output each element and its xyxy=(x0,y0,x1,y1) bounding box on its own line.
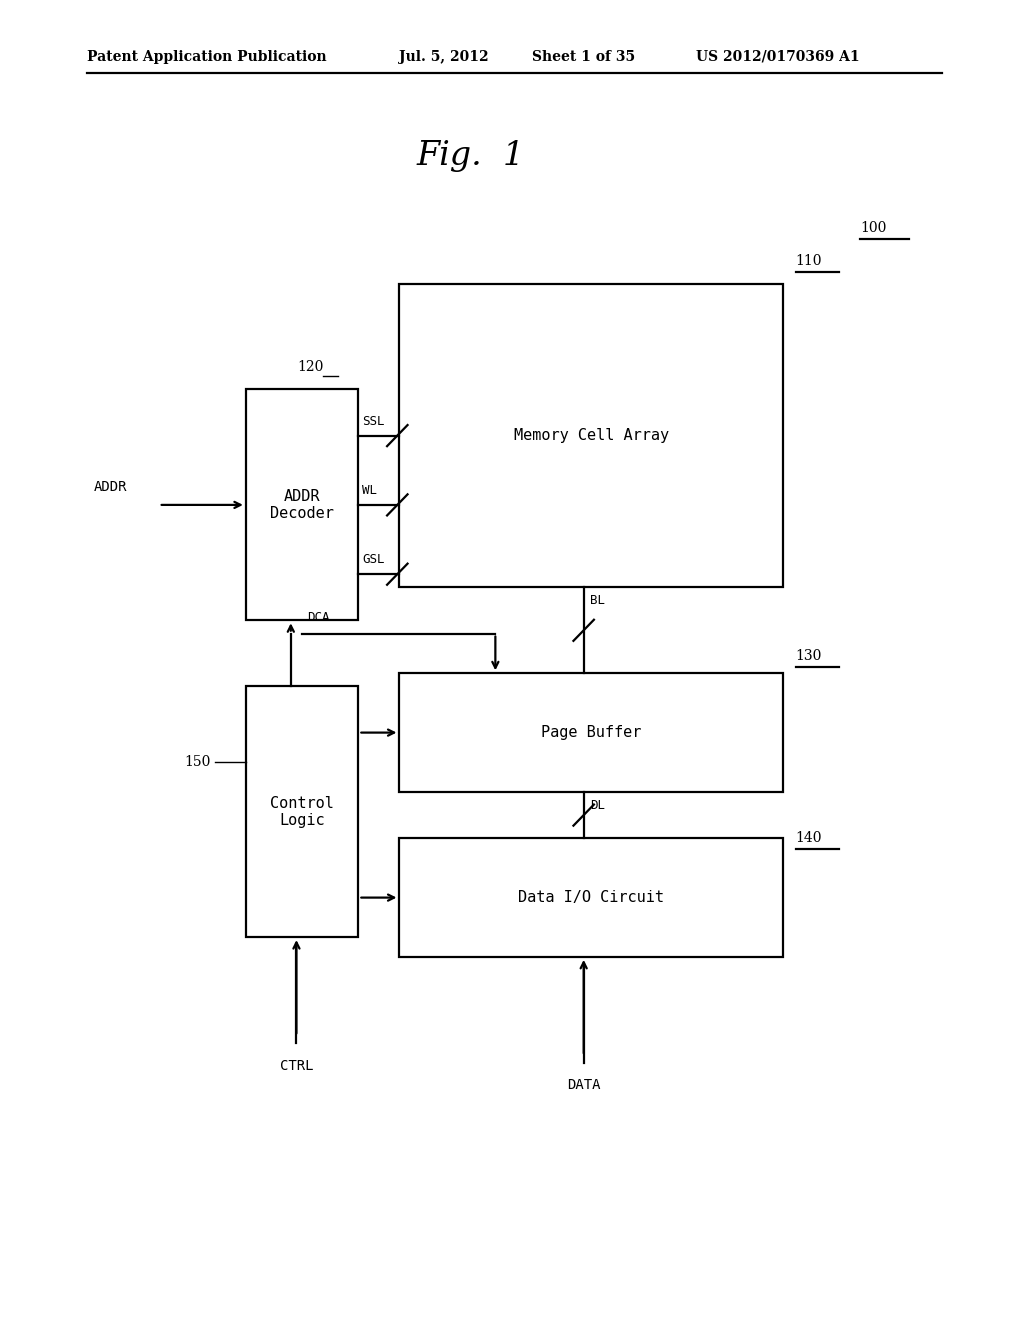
Text: DL: DL xyxy=(590,799,605,812)
Text: 130: 130 xyxy=(796,648,822,663)
Text: Fig.  1: Fig. 1 xyxy=(417,140,525,172)
Text: US 2012/0170369 A1: US 2012/0170369 A1 xyxy=(696,50,860,63)
Text: 120: 120 xyxy=(297,359,324,374)
Text: Control
Logic: Control Logic xyxy=(270,796,334,828)
Bar xyxy=(399,284,783,587)
Text: ADDR: ADDR xyxy=(94,480,128,494)
Text: 110: 110 xyxy=(796,253,822,268)
Text: GSL: GSL xyxy=(362,553,385,566)
Text: Patent Application Publication: Patent Application Publication xyxy=(87,50,327,63)
Text: Page Buffer: Page Buffer xyxy=(541,725,642,741)
Text: 100: 100 xyxy=(860,220,887,235)
Text: 140: 140 xyxy=(796,830,822,845)
Bar xyxy=(246,686,358,937)
Text: ADDR
Decoder: ADDR Decoder xyxy=(270,488,334,521)
Text: CTRL: CTRL xyxy=(280,1059,313,1073)
Text: DCA: DCA xyxy=(307,611,330,624)
Bar xyxy=(399,673,783,792)
Text: SSL: SSL xyxy=(362,414,385,428)
Text: Memory Cell Array: Memory Cell Array xyxy=(514,428,669,444)
Text: Data I/O Circuit: Data I/O Circuit xyxy=(518,890,665,906)
Text: BL: BL xyxy=(590,594,605,607)
Bar xyxy=(399,838,783,957)
Text: WL: WL xyxy=(362,484,378,496)
Text: 150: 150 xyxy=(184,755,211,768)
Text: DATA: DATA xyxy=(567,1078,600,1093)
Bar xyxy=(246,389,358,620)
Text: Jul. 5, 2012: Jul. 5, 2012 xyxy=(399,50,489,63)
Text: Sheet 1 of 35: Sheet 1 of 35 xyxy=(532,50,636,63)
